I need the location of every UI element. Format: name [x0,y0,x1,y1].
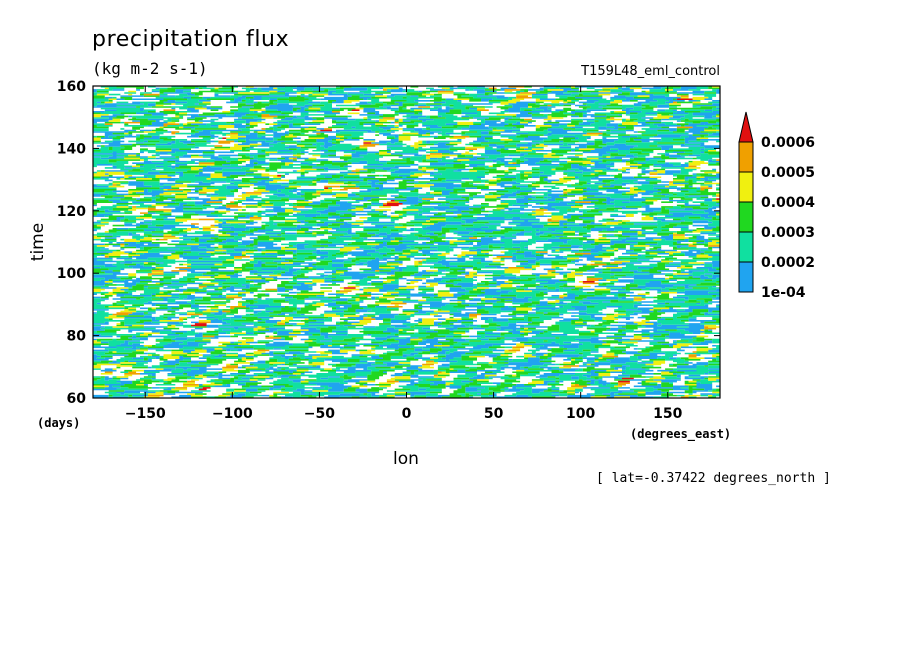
colorbar-label: 0.0004 [761,195,815,211]
x-tick-label: −50 [304,406,335,422]
run-label: T159L48_eml_control [580,64,720,79]
heatmap-field [93,86,720,398]
y-axis-label: time [28,223,48,261]
heatmap-level-cells [93,86,720,398]
colorbar-box [738,171,754,203]
latitude-annotation: [ lat=-0.37422 degrees_north ] [596,471,831,486]
colorbar-label: 0.0003 [761,225,815,241]
y-tick-label: 140 [57,141,86,157]
colorbar-label: 0.0002 [761,255,815,271]
x-tick-label: −100 [212,406,253,422]
y-axis-unit: (days) [37,416,80,430]
chart-title: precipitation flux [92,27,289,52]
x-axis-unit: (degrees_east) [630,427,731,442]
colorbar-box [738,261,754,293]
colorbar-box [738,141,754,173]
y-tick-label: 160 [57,79,86,95]
colorbar-extend-triangle [738,111,754,143]
y-tick-label: 120 [57,204,86,220]
colorbar-label: 0.0006 [761,135,815,151]
x-axis-ticks: −150 −100 −50 0 50 100 150 [125,86,683,422]
y-tick-label: 100 [57,266,86,282]
colorbar-box [738,231,754,263]
y-tick-label: 60 [67,391,87,407]
heatmap-level-cells [93,86,720,398]
chart-subtitle: (kg m-2 s-1) [92,59,208,78]
colorbar: 1e-04 0.0002 0.0003 0.0004 0.0005 0.0006 [738,111,815,301]
colorbar-label: 1e-04 [761,285,806,301]
x-axis-label: lon [393,449,419,469]
x-tick-label: −150 [125,406,166,422]
x-tick-label: 150 [653,406,682,422]
x-tick-label: 0 [402,406,412,422]
colorbar-label: 0.0005 [761,165,815,181]
x-tick-label: 100 [566,406,595,422]
colorbar-box [738,201,754,233]
y-axis-ticks: 60 80 100 120 140 160 [57,79,720,407]
x-tick-label: 50 [484,406,504,422]
y-tick-label: 80 [67,329,87,345]
